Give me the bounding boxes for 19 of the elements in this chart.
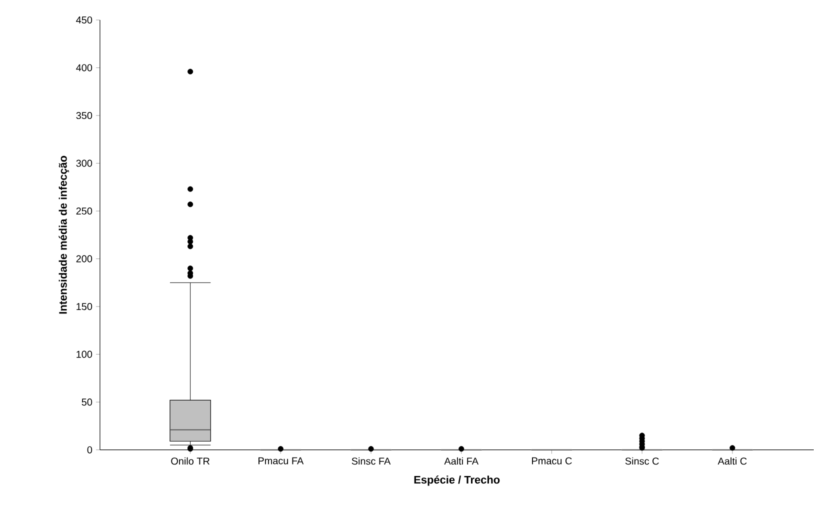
x-tick-label: Onilo TR	[171, 457, 210, 465]
x-tick-label: Aalti FA	[444, 457, 478, 465]
x-tick-label: Pmacu C	[532, 457, 572, 464]
y-tick-label: 150	[76, 303, 92, 310]
y-tick-label: 250	[76, 208, 92, 215]
y-tick-label: 400	[76, 64, 92, 72]
y-tick-label: 300	[76, 160, 92, 167]
y-tick-label: 0	[87, 446, 92, 454]
y-axis-title: Intensidade média de infecção	[58, 156, 69, 314]
y-tick-label: 50	[82, 398, 92, 406]
x-axis-title: Espécie / Trecho	[414, 476, 500, 486]
x-tick-label: Sinsc C	[625, 457, 659, 465]
x-tick-label: Aalti C	[718, 457, 747, 465]
y-tick-label: 350	[76, 112, 92, 120]
y-tick-label: 100	[76, 350, 92, 358]
y-tick-label: 450	[76, 16, 92, 24]
y-tick-label: 200	[76, 255, 92, 262]
x-tick-label: Pmacu FA	[258, 457, 304, 464]
x-tick-label: Sinsc FA	[352, 457, 391, 465]
